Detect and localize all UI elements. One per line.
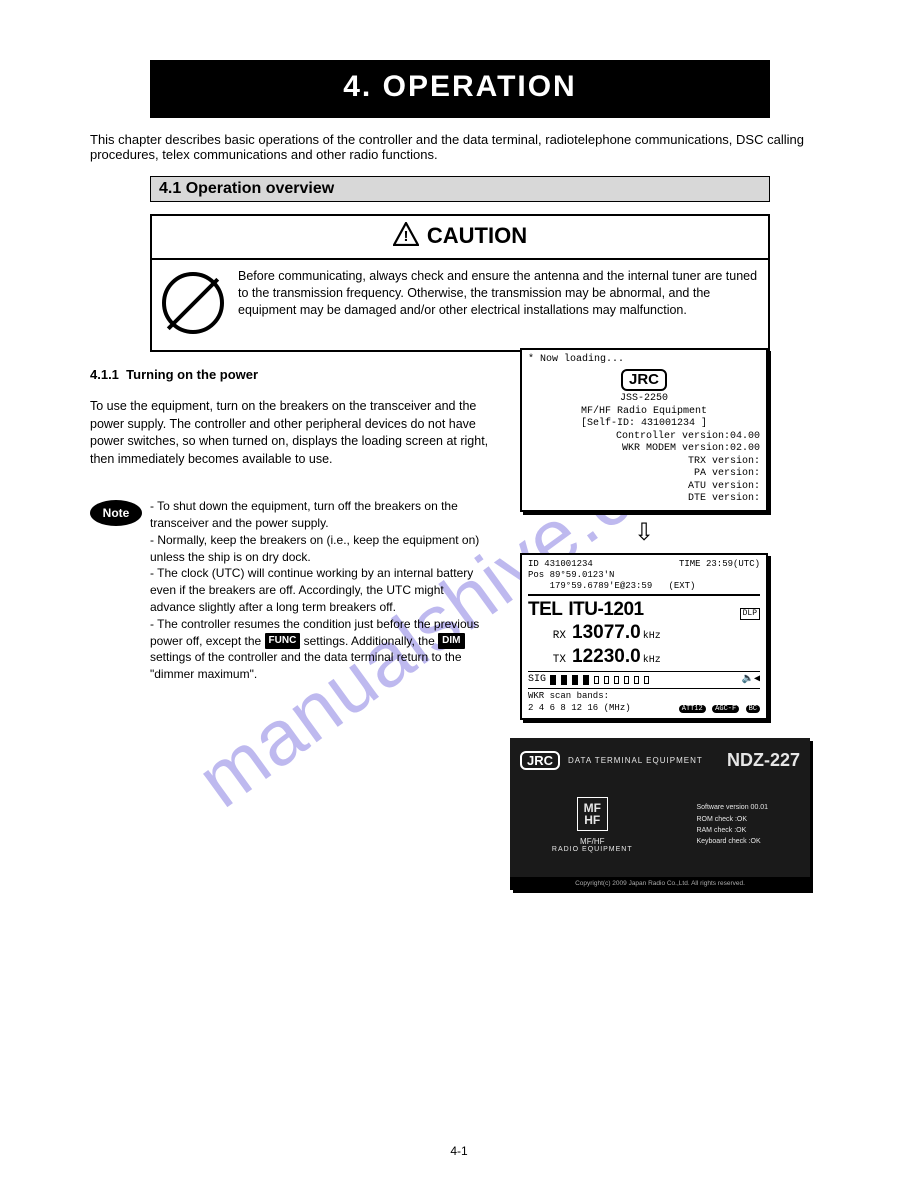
wkr-bands: 2 4 6 8 12 16 (MHz)	[528, 703, 631, 714]
dte-copyright: Copyright(c) 2009 Japan Radio Co.,Ltd. A…	[510, 877, 810, 890]
note-block: Note - To shut down the equipment, turn …	[90, 498, 490, 683]
wkr-label: WKR scan bands:	[528, 691, 631, 702]
loading-header: * Now loading...	[528, 354, 760, 367]
caution-header: ! CAUTION	[152, 216, 768, 260]
dte-checks: Software version 00.01 ROM check :OK RAM…	[696, 802, 768, 847]
note-line-func: - The controller resumes the condition j…	[150, 616, 490, 683]
version-line: ATU version:	[528, 481, 760, 494]
sig-label: SIG	[528, 674, 546, 687]
subsection-header: 4.1.1 Turning on the power	[90, 366, 490, 384]
loading-screen: * Now loading... JRC JSS-2250 MF/HF Radi…	[520, 348, 768, 512]
mfhf-badge: MFHF	[577, 797, 608, 831]
caution-text: Before communicating, always check and e…	[238, 268, 758, 334]
rx-label: RX	[528, 630, 566, 644]
note-text: - To shut down the equipment, turn off t…	[150, 498, 490, 683]
jrc-logo-white: JRC	[520, 751, 560, 770]
version-line: PA version:	[528, 468, 760, 481]
status-time: TIME 23:59(UTC)	[679, 559, 760, 570]
dte-subtitle: DATA TERMINAL EQUIPMENT	[568, 756, 719, 765]
self-id: [Self-ID: 431001234 ]	[528, 418, 760, 431]
status-screen: ID 431001234 TIME 23:59(UTC) Pos 89°59.0…	[520, 553, 768, 720]
status-id: ID 431001234	[528, 559, 593, 570]
itu-channel: ITU-1201	[568, 598, 643, 622]
speaker-icon: 🔈◀	[742, 674, 760, 687]
down-arrow-icon: ⇩	[520, 518, 768, 547]
intro-paragraph: This chapter describes basic operations …	[90, 132, 828, 162]
body-paragraph: To use the equipment, turn on the breake…	[90, 398, 490, 468]
jrc-logo: JRC	[621, 369, 667, 392]
tx-label: TX	[528, 654, 566, 668]
att-pill: ATT12	[679, 705, 706, 714]
prohibit-icon	[162, 272, 224, 334]
mode-label: TEL	[528, 598, 562, 622]
version-line: DTE version:	[528, 493, 760, 506]
version-line: Controller version:04.00	[528, 431, 760, 444]
mfhf-sub2: RADIO EQUIPMENT	[552, 846, 633, 853]
chapter-title-bar: 4. OPERATION	[150, 60, 770, 118]
mfhf-sub: MF/HF	[552, 837, 633, 846]
warning-triangle-icon: !	[393, 222, 419, 252]
dte-model: NDZ-227	[727, 750, 800, 771]
caution-label: CAUTION	[427, 223, 527, 248]
note-badge: Note	[90, 500, 142, 526]
caution-box: ! CAUTION Before communicating, always c…	[150, 214, 770, 352]
status-pos: Pos 89°59.0123'N	[528, 570, 614, 580]
bc-pill: BC	[746, 705, 760, 714]
func-key-icon: FUNC	[265, 633, 301, 649]
rx-freq: 13077.0	[572, 621, 641, 645]
svg-text:!: !	[403, 228, 408, 245]
section-header: 4.1 Operation overview	[150, 176, 770, 202]
agc-pill: AGC-F	[712, 705, 739, 714]
tx-freq: 12230.0	[572, 645, 641, 669]
dlp-badge: DLP	[740, 608, 760, 620]
dte-terminal-screen: JRC DATA TERMINAL EQUIPMENT NDZ-227 MFHF…	[510, 738, 810, 890]
page-container: 4. OPERATION This chapter describes basi…	[90, 60, 828, 890]
page-number: 4-1	[450, 1144, 467, 1158]
dim-key-icon: DIM	[438, 633, 464, 649]
version-line: WKR MODEM version:02.00	[528, 443, 760, 456]
version-line: TRX version:	[528, 456, 760, 469]
model-label: JSS-2250	[528, 393, 760, 406]
equipment-label: MF/HF Radio Equipment	[528, 406, 760, 419]
